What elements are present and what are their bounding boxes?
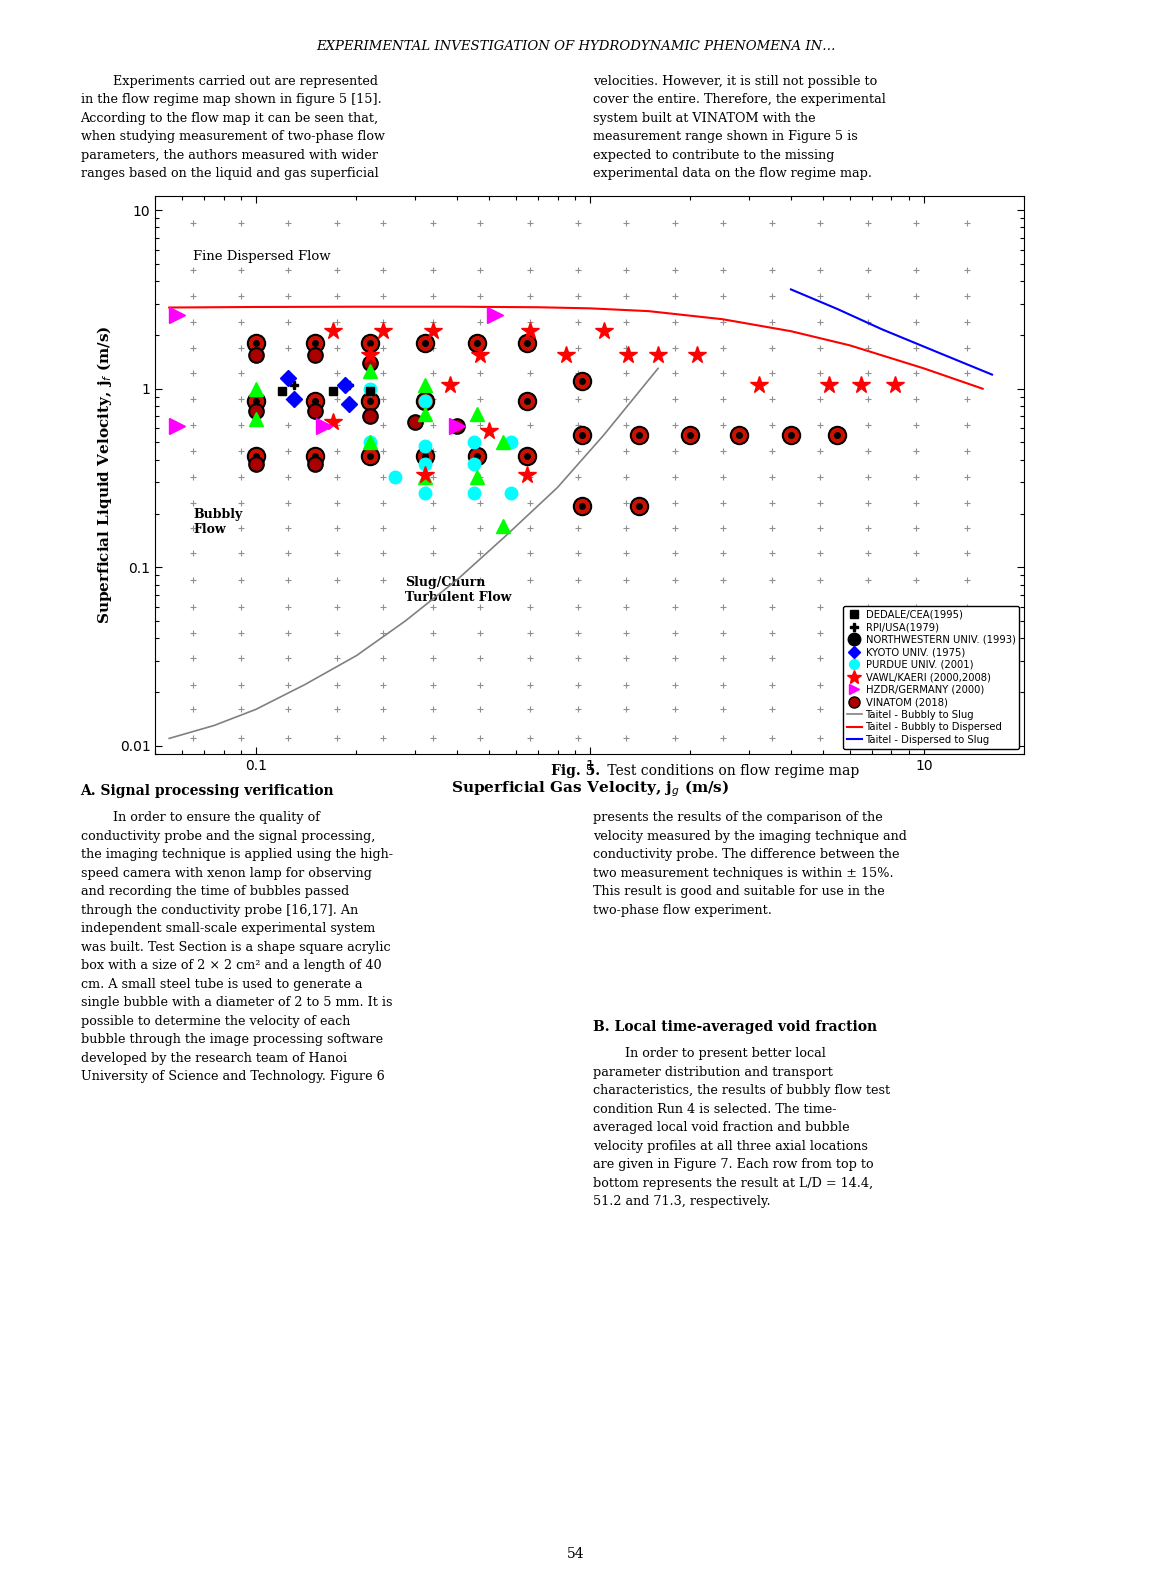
Text: Slug/Churn
Turbulent Flow: Slug/Churn Turbulent Flow [405,575,512,604]
Text: presents the results of the comparison of the
velocity measured by the imaging t: presents the results of the comparison o… [593,811,907,917]
Text: velocities. However, it is still not possible to
cover the entire. Therefore, th: velocities. However, it is still not pos… [593,75,885,180]
Legend: DEDALE/CEA(1995), RPI/USA(1979), NORTHWESTERN UNIV. (1993), KYOTO UNIV. (1975), : DEDALE/CEA(1995), RPI/USA(1979), NORTHWE… [843,606,1020,749]
Text: In order to present better local
parameter distribution and transport
characteri: In order to present better local paramet… [593,1047,890,1208]
Text: 54: 54 [566,1548,585,1561]
Text: Bubbly
Flow: Bubbly Flow [193,507,243,536]
Text: Fig. 5.: Fig. 5. [551,764,600,778]
Text: In order to ensure the quality of
conductivity probe and the signal processing,
: In order to ensure the quality of conduc… [81,811,392,1084]
Text: B. Local time-averaged void fraction: B. Local time-averaged void fraction [593,1020,877,1035]
X-axis label: Superficial Gas Velocity, j$_g$ (m/s): Superficial Gas Velocity, j$_g$ (m/s) [451,778,729,799]
Text: Experiments carried out are represented
in the flow regime map shown in figure 5: Experiments carried out are represented … [81,75,384,180]
Text: A. Signal processing verification: A. Signal processing verification [81,784,334,799]
Text: Fine Dispersed Flow: Fine Dispersed Flow [193,250,331,263]
Y-axis label: Superficial Liquid Velocity, j$_f$ (m/s): Superficial Liquid Velocity, j$_f$ (m/s) [96,325,114,625]
Text: Test conditions on flow regime map: Test conditions on flow regime map [603,764,860,778]
Text: EXPERIMENTAL INVESTIGATION OF HYDRODYNAMIC PHENOMENA IN…: EXPERIMENTAL INVESTIGATION OF HYDRODYNAM… [315,40,836,53]
